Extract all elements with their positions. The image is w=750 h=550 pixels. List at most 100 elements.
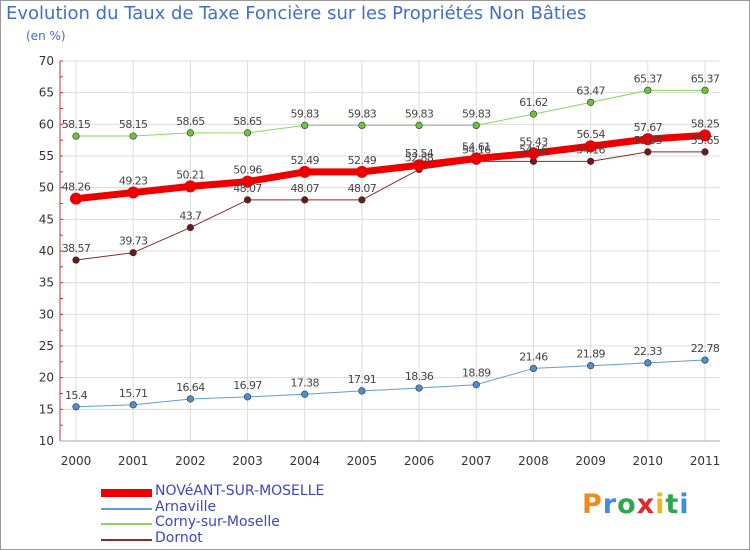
data-label: 59.83 (348, 107, 377, 120)
logo-letter: r (602, 489, 618, 520)
data-label: 63.47 (576, 84, 605, 97)
unit-label: (en %) (26, 29, 66, 43)
data-point (243, 196, 252, 204)
data-point (701, 86, 709, 94)
proxiti-logo: Proxiti (582, 489, 690, 520)
data-point (701, 356, 709, 364)
data-label: 58.15 (119, 118, 148, 131)
data-label: 15.4 (65, 389, 88, 402)
x-tick-label: 2011 (690, 454, 721, 468)
legend-label-dornot: Dornot (155, 530, 203, 546)
data-point (298, 165, 311, 178)
data-point (527, 147, 540, 160)
data-label: 18.36 (405, 370, 434, 383)
data-point (243, 393, 252, 401)
series-line (75, 359, 706, 408)
x-tick-label: 2009 (575, 454, 606, 468)
y-tick-label: 40 (39, 244, 54, 258)
data-label: 48.07 (290, 182, 319, 195)
x-tick-label: 2003 (232, 454, 263, 468)
series-line (72, 131, 709, 203)
y-tick-label: 60 (39, 117, 54, 131)
data-label: 50.21 (176, 168, 205, 181)
data-label: 48.26 (62, 181, 91, 194)
data-label: 39.73 (119, 235, 148, 248)
data-label: 17.91 (348, 373, 377, 386)
y-tick-label: 20 (39, 371, 54, 385)
data-point (644, 148, 652, 156)
x-tick-label: 2001 (118, 454, 149, 468)
data-label: 15.71 (119, 387, 148, 400)
data-label: 48.07 (348, 182, 377, 195)
data-point (529, 110, 538, 118)
data-point (72, 256, 80, 264)
data-point (529, 364, 538, 373)
chart-title: Evolution du Taux de Taxe Foncière sur l… (6, 3, 587, 24)
data-label: 58.15 (62, 118, 91, 131)
x-tick-label: 2008 (518, 454, 549, 468)
data-label: 54.16 (462, 143, 491, 156)
legend-label-noveant: NOVéANT-SUR-MOSELLE (155, 483, 325, 499)
y-tick-label: 50 (39, 181, 54, 195)
y-tick-label: 15 (39, 402, 54, 416)
data-label: 53.54 (405, 147, 434, 160)
legend-label-corny: Corny-sur-Moselle (155, 514, 280, 530)
y-tick-label: 35 (39, 276, 54, 290)
data-label: 16.97 (233, 379, 262, 392)
data-point (129, 401, 137, 409)
data-label: 21.89 (576, 348, 605, 361)
y-tick-label: 70 (39, 54, 54, 68)
data-point (72, 132, 80, 140)
data-point (186, 129, 194, 137)
data-label: 55.65 (691, 134, 720, 147)
data-label: 58.25 (691, 117, 720, 130)
data-point (301, 196, 309, 204)
legend-label-arnaville: Arnaville (155, 499, 217, 515)
data-label: 54.16 (576, 143, 605, 156)
data-point (644, 359, 652, 367)
data-point (129, 132, 137, 140)
data-label: 65.37 (691, 72, 720, 85)
logo-letter: i (655, 489, 666, 520)
series-line (75, 151, 706, 261)
data-label: 59.83 (290, 107, 319, 120)
data-point (243, 129, 252, 137)
data-point (355, 165, 368, 178)
data-point (587, 98, 595, 106)
data-point (301, 390, 309, 398)
logo-letter: t (665, 489, 680, 520)
data-label: 52.88 (405, 151, 434, 164)
data-label: 58.65 (176, 115, 205, 128)
series-corny-sur-moselle (72, 86, 709, 140)
data-label: 22.33 (634, 345, 663, 358)
y-tick-label: 65 (39, 86, 54, 100)
series-arnaville (72, 356, 709, 411)
data-point (186, 223, 194, 232)
data-label: 43.7 (179, 210, 202, 223)
data-label: 54.16 (519, 143, 548, 156)
x-tick-label: 2002 (175, 454, 206, 468)
data-label: 59.83 (405, 107, 434, 120)
data-label: 55.43 (519, 135, 548, 148)
y-tick-label: 55 (39, 149, 54, 163)
x-tick-label: 2005 (347, 454, 378, 468)
series-line (75, 89, 706, 137)
data-point (470, 152, 483, 165)
data-point (358, 387, 366, 395)
data-point (584, 140, 597, 153)
data-label: 57.67 (634, 121, 663, 134)
logo-letter: i (679, 489, 690, 520)
data-point (127, 186, 140, 199)
data-label: 55.65 (634, 134, 663, 147)
logo-letter: x (636, 489, 656, 520)
data-label: 49.23 (119, 175, 148, 188)
data-point (701, 148, 709, 156)
data-label: 54.61 (462, 140, 491, 153)
data-label: 18.89 (462, 367, 491, 380)
data-label: 52.49 (348, 154, 377, 167)
data-point (415, 384, 423, 392)
data-point (72, 403, 80, 411)
data-point (413, 159, 426, 172)
data-label: 48.07 (233, 182, 262, 195)
y-tick-label: 45 (39, 212, 54, 226)
